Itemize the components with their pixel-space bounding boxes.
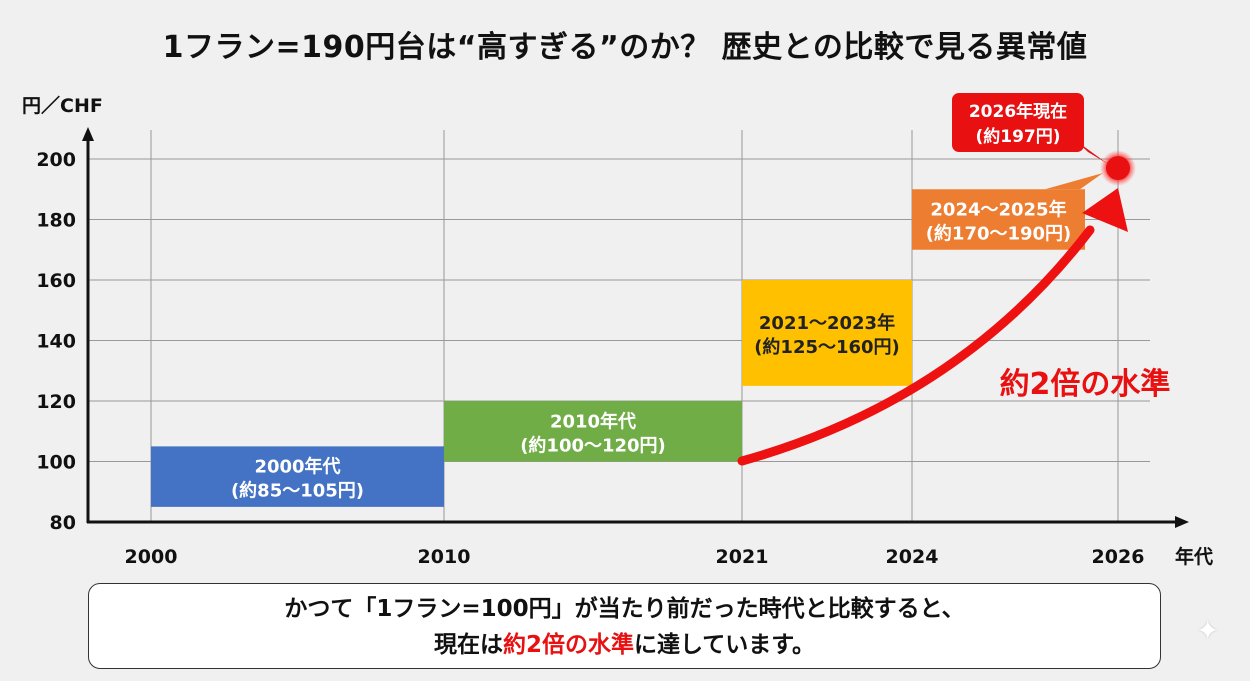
summary-line-1: かつて「1フラン=100円」が当たり前だった時代と比較すると、 bbox=[284, 596, 965, 622]
callout-value: (約197円) bbox=[975, 126, 1060, 147]
sparkle-icon: ✦ bbox=[1196, 614, 1220, 647]
summary-text: に達しています。 bbox=[634, 632, 816, 658]
x-tick-label: 2010 bbox=[418, 546, 471, 568]
range-value: (約125〜160円) bbox=[754, 336, 900, 358]
growth-arrow bbox=[737, 225, 1095, 466]
y-tick-label: 140 bbox=[36, 331, 76, 353]
y-tick-label: 160 bbox=[36, 270, 76, 292]
y-tick-label: 200 bbox=[36, 149, 76, 171]
summary-line-2: 現在は約2倍の水準に達しています。 bbox=[89, 627, 1160, 663]
annotation-label: 約2倍の水準 bbox=[1000, 367, 1171, 402]
x-axis-label: 年代 bbox=[1175, 545, 1213, 568]
current-callout: 2026年現在 (約197円) bbox=[952, 93, 1108, 164]
x-axis-arrow bbox=[1175, 516, 1189, 528]
y-tick-label: 80 bbox=[50, 512, 76, 534]
growth-arrow-head bbox=[1082, 188, 1128, 232]
range-bar bbox=[742, 280, 912, 386]
y-axis-arrow bbox=[82, 127, 94, 141]
x-tick-label: 2000 bbox=[125, 546, 178, 568]
range-label: 2021〜2023年 bbox=[759, 312, 895, 334]
x-tick-label: 2024 bbox=[886, 546, 939, 568]
range-label: 2000年代 bbox=[254, 456, 340, 478]
current-point bbox=[1106, 156, 1130, 181]
chart-title: 1フラン=190円台は“高すぎる”のか？ 歴史との比較で見る異常値 bbox=[162, 30, 1088, 65]
summary-box: かつて「1フラン=100円」が当たり前だった時代と比較すると、 現在は約2倍の水… bbox=[88, 583, 1161, 669]
x-tick-label: 2021 bbox=[716, 546, 769, 568]
range-label: 2024〜2025年 bbox=[930, 199, 1066, 221]
range-value: (約85〜105円) bbox=[231, 480, 364, 502]
range-bar bbox=[444, 401, 742, 462]
range-value: (約100〜120円) bbox=[520, 434, 666, 456]
callout-label: 2026年現在 bbox=[969, 101, 1067, 122]
y-tick-label: 120 bbox=[36, 391, 76, 413]
summary-highlight: 約2倍の水準 bbox=[502, 632, 634, 658]
range-label: 2010年代 bbox=[550, 410, 636, 432]
y-axis-label: 円／CHF bbox=[22, 94, 103, 117]
summary-text: 現在は bbox=[433, 632, 503, 658]
y-tick-label: 180 bbox=[36, 210, 76, 232]
range-callout-pointer bbox=[1045, 173, 1103, 190]
range-bar bbox=[151, 446, 444, 507]
y-tick-label: 100 bbox=[36, 452, 76, 474]
range-value: (約170〜190円) bbox=[926, 223, 1072, 245]
x-tick-label: 2026 bbox=[1092, 546, 1145, 568]
range-bar bbox=[912, 189, 1085, 250]
